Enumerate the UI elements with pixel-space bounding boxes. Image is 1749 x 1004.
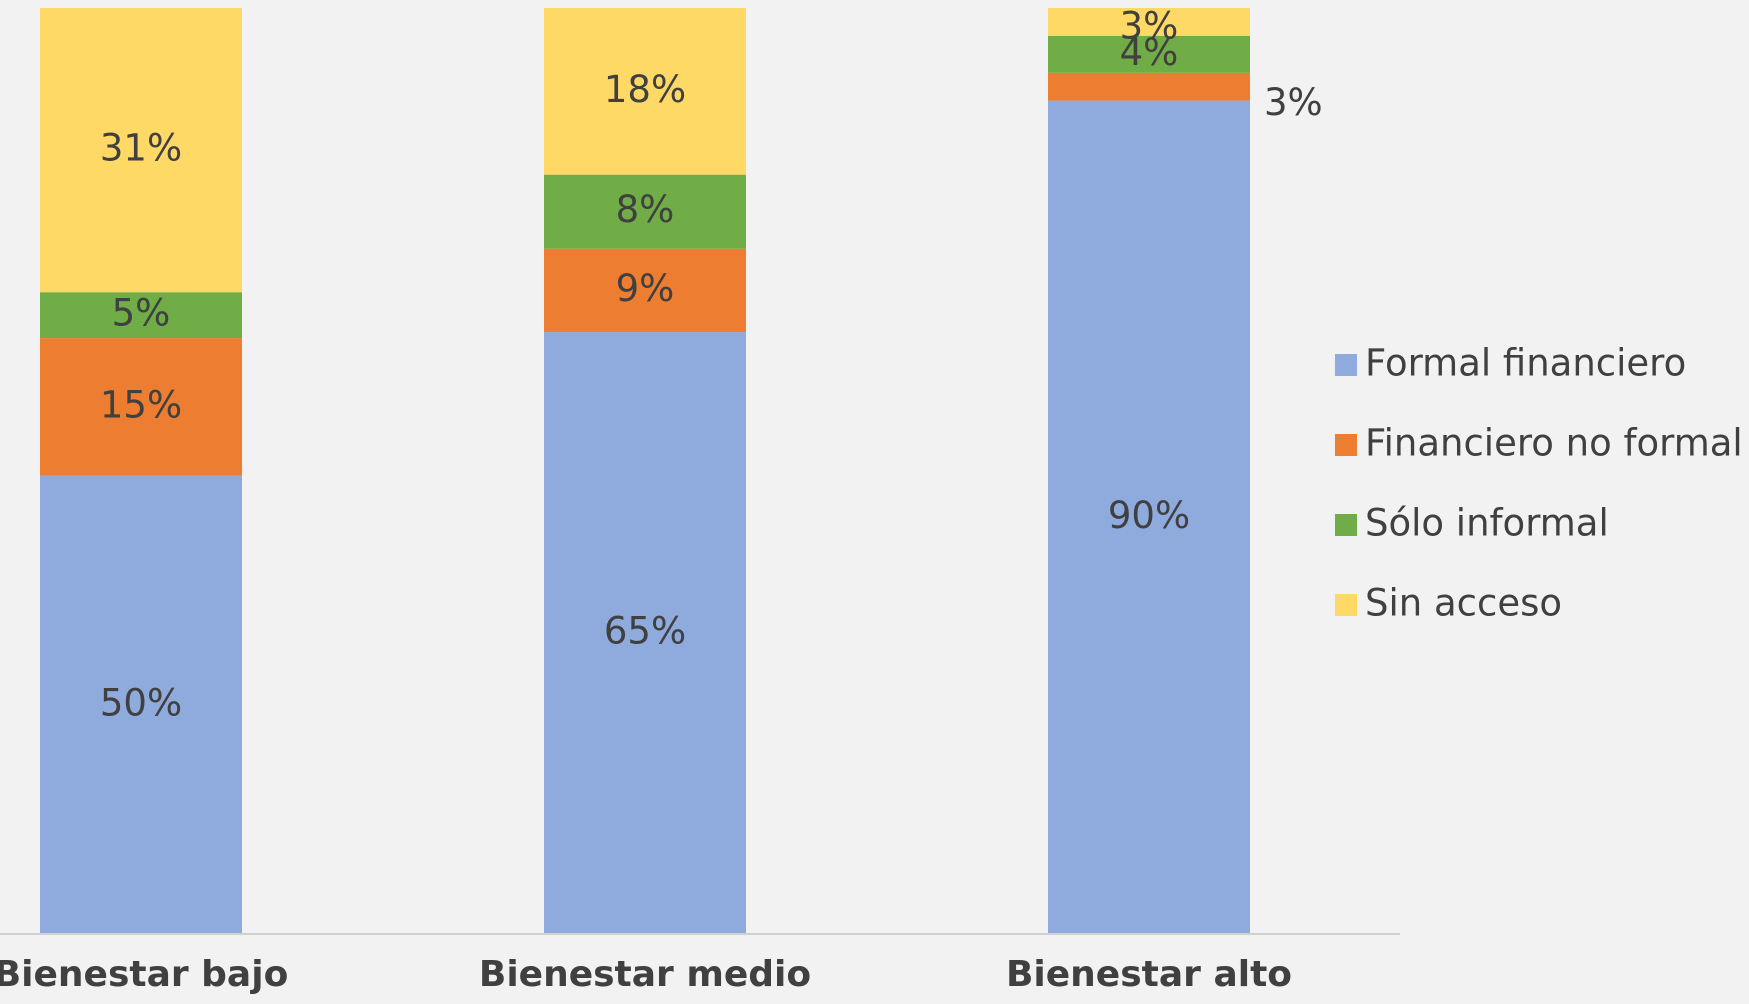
data-label: 8%	[616, 188, 675, 231]
legend-label: Financiero no formal	[1365, 422, 1743, 465]
data-label: 5%	[112, 292, 171, 335]
bar-segment-formal-financiero	[40, 475, 242, 934]
bar-segment-financiero-no-formal	[40, 338, 242, 476]
bar-segment-sin-acceso	[544, 8, 746, 175]
bar-segment-sin-acceso	[1048, 8, 1250, 36]
bar-segment-solo-informal	[544, 174, 746, 249]
legend-label: Formal financiero	[1365, 342, 1686, 385]
legend-swatch	[1335, 434, 1357, 456]
legend: Formal financiero Financiero no formal Sól…	[1335, 342, 1743, 625]
bar-segment-financiero-no-formal	[1048, 72, 1250, 101]
legend-label: Sin acceso	[1365, 582, 1562, 625]
data-label: 3%	[1120, 5, 1179, 48]
category-label: Bienestar alto	[1006, 954, 1292, 995]
legend-swatch	[1335, 514, 1357, 536]
data-label: 65%	[604, 610, 686, 653]
bar-segment-solo-informal	[1048, 35, 1250, 73]
bar-segment-formal-financiero	[1048, 100, 1250, 935]
bars-group	[40, 8, 1250, 935]
data-label: 3%	[1264, 81, 1323, 124]
category-label: Bienestar bajo	[0, 954, 288, 995]
data-label: 9%	[616, 267, 675, 310]
data-label: 31%	[100, 127, 182, 170]
legend-swatch	[1335, 594, 1357, 616]
bar-segment-formal-financiero	[544, 332, 746, 935]
bar-segment-solo-informal	[40, 292, 242, 339]
data-label: 4%	[1120, 31, 1179, 74]
category-label: Bienestar medio	[479, 954, 811, 995]
data-labels-group: 50%15%5%31%65%9%8%18%90%3%4%3%	[100, 5, 1323, 725]
legend-swatch	[1335, 354, 1357, 376]
data-label: 18%	[604, 68, 686, 111]
category-labels-group: Bienestar bajo Bienestar medio Bienestar a…	[0, 954, 1292, 995]
data-label: 90%	[1108, 494, 1190, 537]
legend-label: Sólo informal	[1365, 502, 1609, 545]
bar-segment-sin-acceso	[40, 8, 242, 293]
bar-segment-financiero-no-formal	[544, 248, 746, 333]
data-label: 50%	[100, 681, 182, 724]
data-label: 15%	[100, 383, 182, 426]
